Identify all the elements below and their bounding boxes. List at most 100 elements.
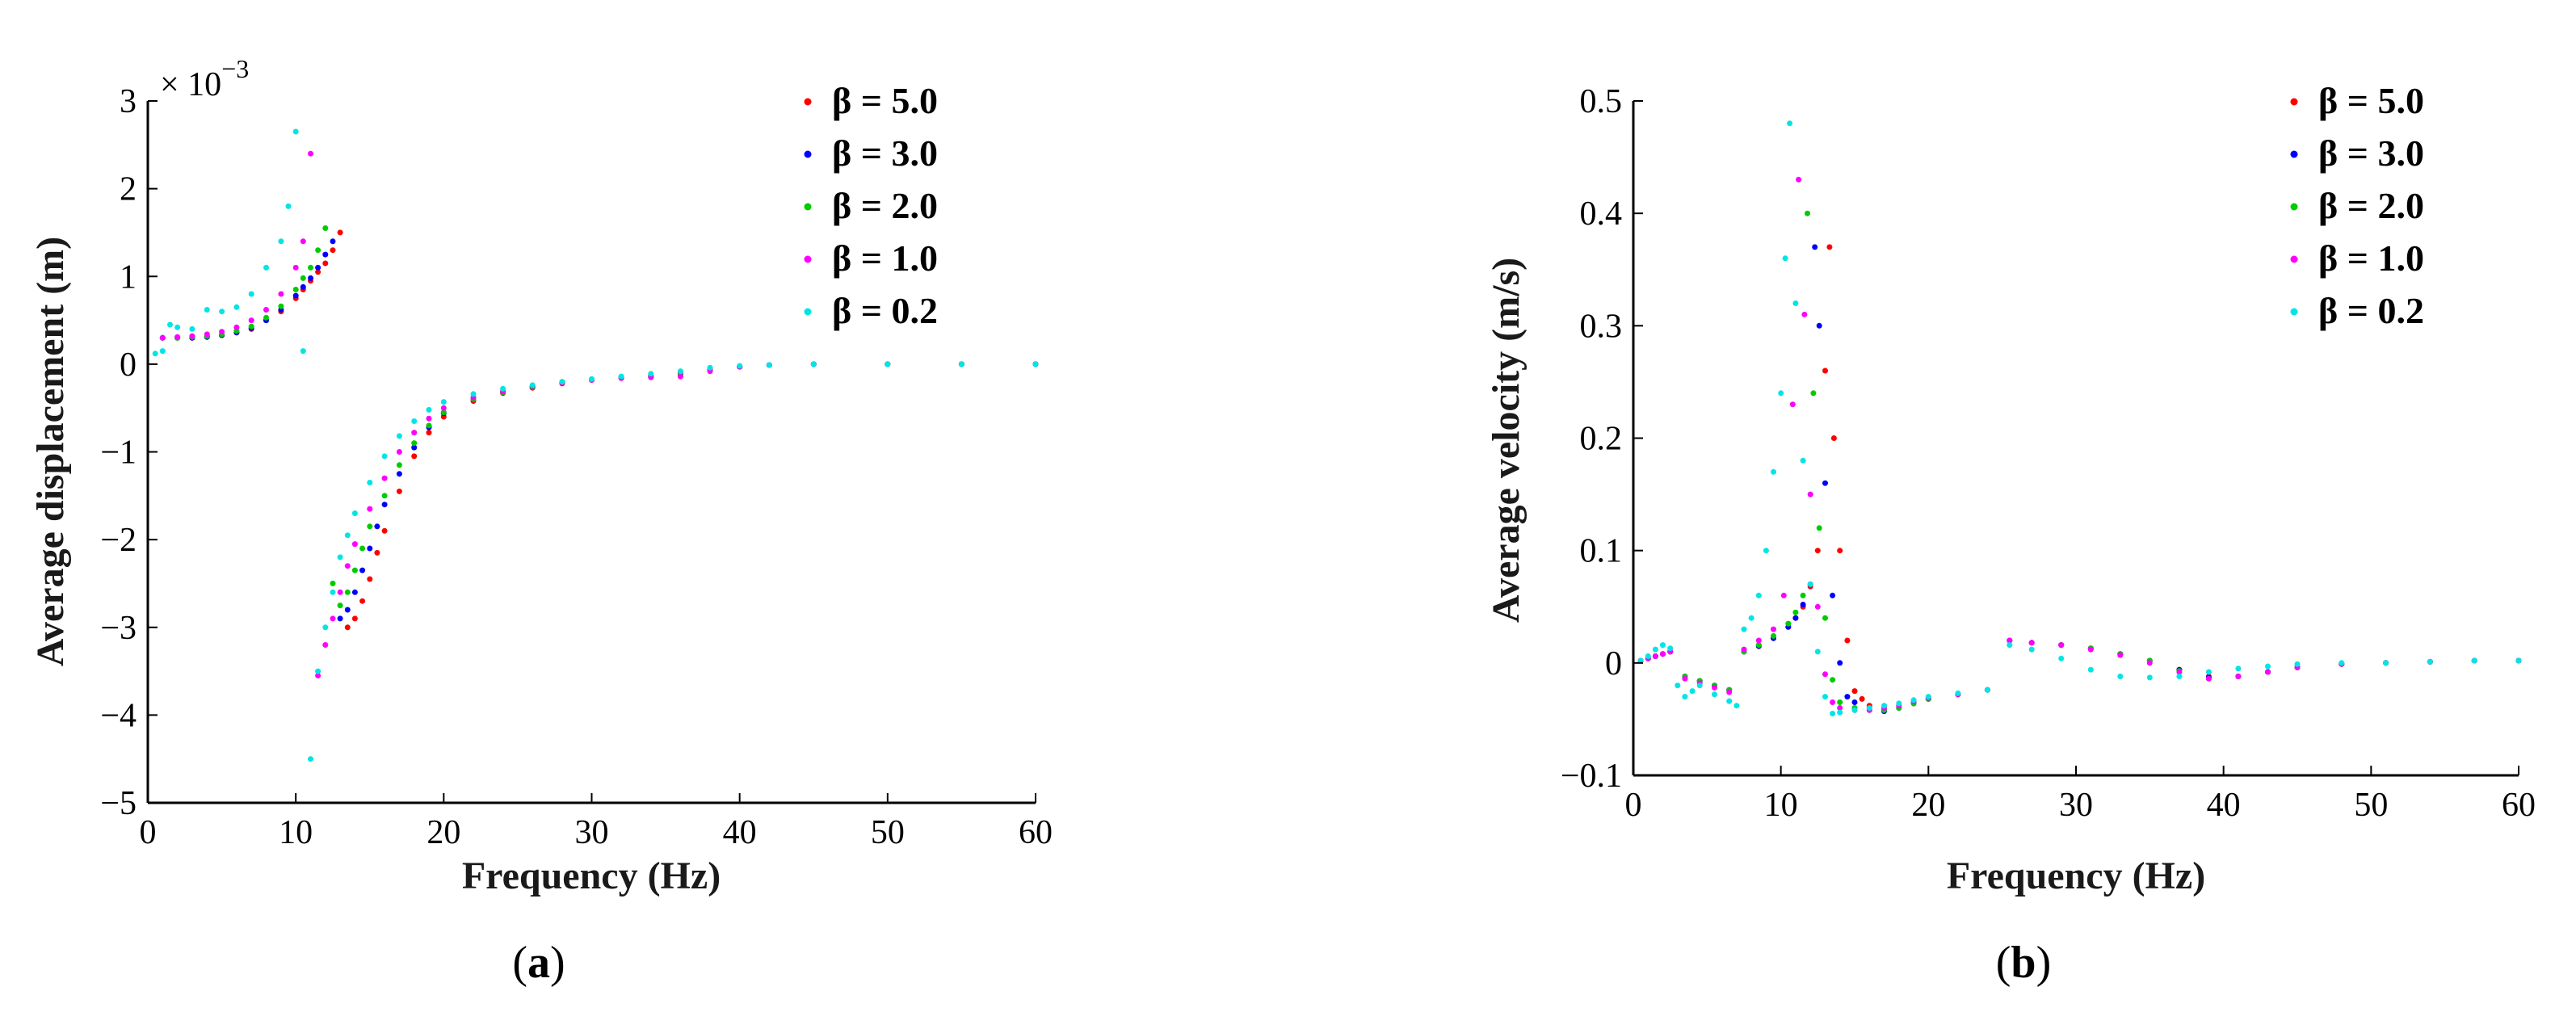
displacement-point-series-2 — [315, 247, 321, 254]
velocity-point-series-4 — [1822, 694, 1828, 700]
displacement-point-series-4 — [500, 385, 506, 392]
velocity-point-series-4 — [2515, 657, 2522, 664]
displacement-point-series-3 — [219, 329, 225, 335]
velocity-point-series-0 — [1830, 435, 1837, 441]
displacement-y-tick-label: −4 — [100, 697, 137, 734]
displacement-point-series-3 — [351, 541, 358, 548]
velocity-legend-label-0: β = 5.0 — [2318, 80, 2424, 121]
velocity-x-ticks: 0 10 20 30 40 50 60 — [1625, 766, 2536, 824]
velocity-point-series-0 — [1851, 688, 1858, 695]
velocity-point-series-3 — [1780, 592, 1787, 598]
velocity-y-tick-label: −0.1 — [1561, 758, 1622, 795]
displacement-point-series-3 — [381, 475, 388, 481]
velocity-point-series-3 — [1771, 626, 1776, 632]
displacement-point-series-1 — [374, 523, 380, 530]
velocity-legend-marker-0 — [2290, 98, 2298, 106]
velocity-point-series-4 — [2176, 674, 2183, 679]
velocity-point-series-4 — [1652, 646, 1658, 653]
displacement-point-series-0 — [344, 624, 351, 631]
displacement-point-series-4 — [330, 589, 336, 595]
velocity-point-series-1 — [1792, 615, 1799, 621]
displacement-point-series-0 — [426, 430, 432, 436]
displacement-point-series-0 — [374, 549, 380, 556]
displacement-y-label: Average displacement (m) — [29, 237, 72, 666]
velocity-point-series-2 — [1810, 390, 1817, 397]
displacement-point-series-0 — [315, 269, 321, 275]
velocity-point-series-4 — [1660, 642, 1666, 649]
displacement-point-series-4 — [152, 351, 158, 357]
velocity-point-series-4 — [1733, 703, 1740, 709]
displacement-legend-label-0: β = 5.0 — [832, 80, 938, 121]
displacement-y-tick-label: −2 — [100, 522, 137, 559]
displacement-point-series-4 — [315, 668, 321, 674]
displacement-point-series-2 — [300, 275, 306, 281]
displacement-legend-label-1: β = 3.0 — [832, 132, 938, 174]
displacement-point-series-4 — [381, 453, 388, 460]
displacement-point-series-4 — [618, 373, 624, 380]
displacement-point-series-1 — [315, 264, 321, 271]
displacement-point-series-0 — [351, 615, 358, 622]
velocity-point-series-4 — [1682, 694, 1688, 700]
velocity-point-series-4 — [1910, 697, 1917, 703]
displacement-y-tick-label: 1 — [120, 258, 137, 296]
panel-b-label: (b) — [1996, 938, 2051, 988]
velocity-point-series-4 — [1748, 615, 1754, 621]
velocity-point-series-0 — [1814, 548, 1821, 554]
displacement-point-series-2 — [359, 545, 366, 552]
velocity-point-series-2 — [1792, 609, 1799, 615]
displacement-point-series-0 — [322, 260, 329, 267]
displacement-y-tick-label: 0 — [120, 346, 137, 384]
velocity-marks — [1637, 120, 2522, 716]
velocity-legend-label-2: β = 2.0 — [2318, 185, 2424, 226]
displacement-point-series-4 — [559, 379, 565, 385]
displacement-point-series-4 — [263, 264, 269, 271]
displacement-point-series-0 — [330, 247, 336, 254]
displacement-point-series-4 — [308, 756, 313, 762]
displacement-point-series-3 — [315, 673, 321, 678]
velocity-point-series-2 — [1830, 677, 1836, 683]
displacement-legend-label-3: β = 1.0 — [832, 237, 938, 279]
velocity-point-series-1 — [1830, 592, 1836, 598]
displacement-legend-label-4: β = 0.2 — [832, 290, 938, 331]
displacement-legend-label-2: β = 2.0 — [832, 185, 938, 226]
displacement-point-series-4 — [589, 376, 595, 382]
displacement-point-series-3 — [204, 331, 210, 338]
displacement-y-tick-label: −3 — [100, 610, 137, 647]
displacement-point-series-3 — [440, 405, 447, 411]
displacement-point-series-4 — [278, 238, 284, 245]
displacement-point-series-4 — [344, 532, 351, 539]
displacement-point-series-3 — [248, 317, 254, 324]
displacement-point-series-4 — [204, 307, 210, 313]
velocity-point-series-2 — [1805, 210, 1810, 216]
velocity-point-series-4 — [2265, 663, 2271, 670]
displacement-point-series-4 — [285, 203, 292, 209]
displacement-point-series-4 — [322, 624, 329, 631]
velocity-point-series-2 — [1822, 615, 1828, 621]
displacement-point-series-3 — [337, 589, 343, 595]
velocity-point-series-4 — [1696, 682, 1703, 689]
displacement-point-series-2 — [381, 493, 388, 499]
velocity-point-series-3 — [1822, 671, 1828, 678]
displacement-point-series-3 — [426, 415, 432, 422]
displacement-x-tick-label: 20 — [427, 814, 460, 851]
displacement-point-series-4 — [337, 554, 343, 561]
velocity-legend-label-3: β = 1.0 — [2318, 237, 2424, 279]
velocity-point-series-3 — [2235, 674, 2242, 679]
velocity-point-series-1 — [1822, 480, 1828, 486]
displacement-point-series-4 — [411, 418, 418, 424]
velocity-point-series-3 — [1789, 401, 1796, 408]
displacement-point-series-1 — [411, 444, 418, 451]
velocity-y-tick-label: 0.5 — [1580, 83, 1623, 120]
velocity-y-tick-label: 0.1 — [1580, 533, 1623, 570]
displacement-point-series-3 — [344, 563, 351, 569]
displacement-point-series-4 — [292, 128, 299, 135]
displacement-point-series-3 — [263, 307, 269, 313]
displacement-y-tick-label: −5 — [100, 785, 137, 822]
velocity-point-series-2 — [1837, 699, 1843, 705]
displacement-point-series-1 — [381, 502, 388, 508]
displacement-point-series-3 — [174, 334, 181, 340]
displacement-point-series-2 — [411, 440, 418, 447]
displacement-legend-marker-1 — [804, 150, 812, 158]
velocity-point-series-3 — [1682, 675, 1688, 682]
